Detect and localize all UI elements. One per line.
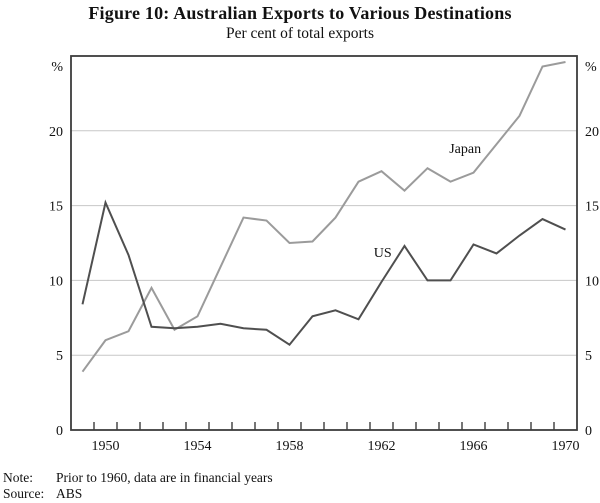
- y-tick-label-right: 0: [585, 424, 592, 439]
- note-row: Note: Prior to 1960, data are in financia…: [3, 470, 593, 486]
- x-tick-label: 1954: [184, 439, 212, 454]
- series-label-japan: Japan: [449, 142, 481, 157]
- y-tick-label-right: 15: [585, 200, 599, 215]
- x-tick-label: 1958: [276, 439, 304, 454]
- plot-border: [70, 55, 578, 431]
- y-tick-label-left: 5: [56, 349, 63, 364]
- y-tick-label-left: 20: [49, 125, 63, 140]
- series-line-japan: [81, 61, 566, 373]
- y-axis-unit-right: %: [585, 60, 597, 75]
- y-tick-label-left: 15: [49, 200, 63, 215]
- line-chart: 0 0 5 5 10 10 15 15 20 20% % 1950 1954 1958 1962 1966 19…: [49, 55, 599, 454]
- source-label: Source:: [3, 486, 45, 501]
- y-tick-label-right: 5: [585, 349, 592, 364]
- note-text: Prior to 1960, data are in financial yea…: [56, 470, 273, 485]
- y-tick-label-right: 20: [585, 125, 599, 140]
- x-tick-label: 1950: [92, 439, 120, 454]
- footnotes: Note: Prior to 1960, data are in financia…: [3, 470, 593, 502]
- x-tick-label: 1966: [460, 439, 488, 454]
- y-tick-label-left: 0: [56, 424, 63, 439]
- series-label-us: US: [374, 246, 392, 261]
- x-tick-label: 1962: [368, 439, 396, 454]
- y-tick-label-left: 10: [49, 274, 63, 289]
- series-line-us: [81, 199, 566, 347]
- y-axis-unit-left: %: [51, 60, 63, 75]
- source-text: ABS: [56, 486, 83, 501]
- x-tick-label: 1970: [552, 439, 580, 454]
- note-label: Note:: [3, 470, 33, 485]
- figure-subtitle: Per cent of total exports: [225, 25, 375, 42]
- figure-title: Figure 10: Australian Exports to Various…: [88, 3, 512, 23]
- source-row: Source: ABS: [3, 486, 593, 502]
- y-tick-label-right: 10: [585, 274, 599, 289]
